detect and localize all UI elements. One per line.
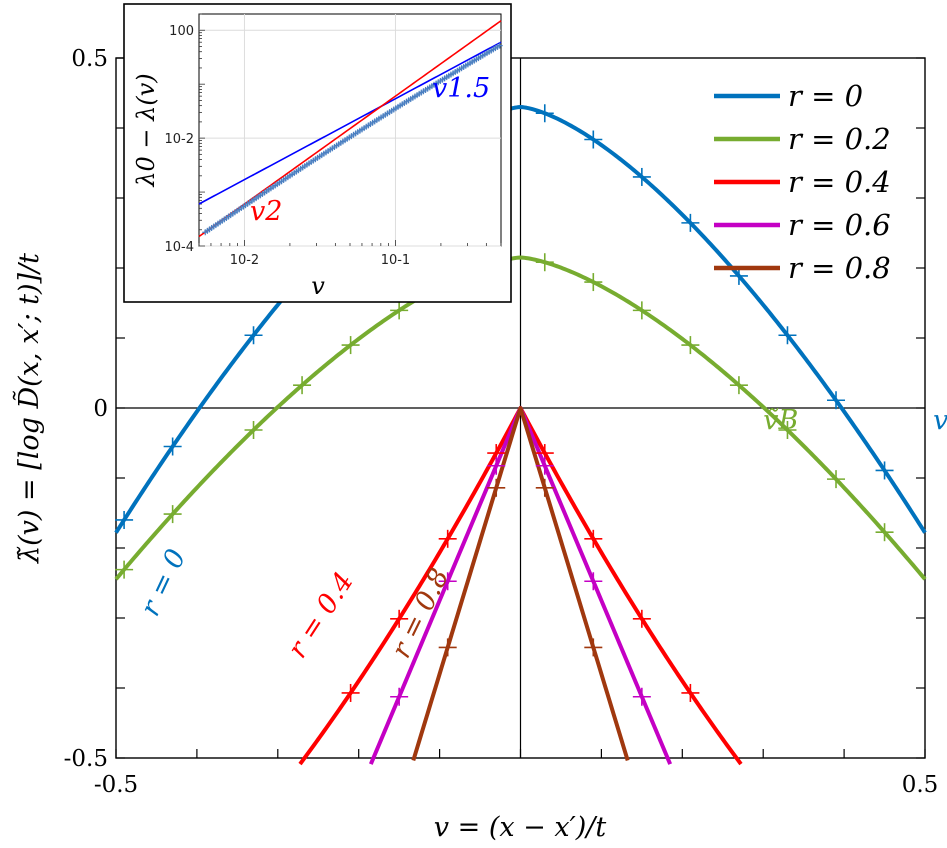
- inset-annotation-v15: v1.5: [432, 73, 490, 104]
- inset-x-axis-label: v: [311, 272, 325, 300]
- inset-chart: 10-2 10-1 100 10-2 10-4 v2 v1.5 v λ0 − λ(v): [123, 3, 512, 303]
- legend-label-0: r = 0: [788, 79, 863, 113]
- main-markers: [115, 104, 894, 706]
- inset-annotation-v2: v2: [250, 196, 282, 227]
- inset-line-v15: [198, 41, 502, 205]
- y-axis-label: λ̃(v) = [log D̃(x, x′; t)]/t: [12, 253, 45, 564]
- series-line-4: [411, 406, 630, 762]
- legend-label-3: r = 0.6: [788, 208, 891, 242]
- x-axis-label: v = (x − x′)/t: [434, 812, 607, 843]
- main-series: [114, 105, 927, 766]
- legend-label-2: r = 0.4: [788, 165, 891, 199]
- x-tick-label-right: 0.5: [902, 772, 939, 798]
- inset-y-tick-label-0: 100: [169, 24, 194, 39]
- inset-y-tick-label-2: 10-4: [164, 240, 194, 255]
- inset-x-tick-label-0: 10-2: [230, 253, 260, 268]
- inset-x-tick-label-1: 10-1: [381, 253, 411, 268]
- inset-plot-frame: [198, 13, 502, 247]
- y-tick-label-zero: 0: [93, 396, 108, 422]
- y-tick-label-top: 0.5: [71, 46, 108, 72]
- legend-label-4: r = 0.8: [788, 251, 891, 285]
- inset-series: v2 v1.5: [198, 20, 503, 238]
- annotation-0: r = 0: [135, 545, 193, 621]
- y-tick-label-bottom: -0.5: [64, 746, 108, 772]
- legend-label-1: r = 0.2: [788, 122, 891, 156]
- x-tick-label-left: -0.5: [94, 772, 138, 798]
- annotation-4: vB: [933, 405, 947, 436]
- inset-grid: 10-2 10-1 100 10-2 10-4: [164, 13, 502, 268]
- inset-y-axis-label: λ0 − λ(v): [132, 73, 160, 187]
- annotation-3: ṽB: [763, 405, 798, 436]
- legend: r = 0 r = 0.2 r = 0.4 r = 0.6 r = 0.8: [714, 79, 891, 285]
- inset-y-tick-label-1: 10-2: [164, 132, 194, 147]
- annotation-1: r = 0.4: [282, 567, 360, 664]
- series-line-1: [114, 255, 927, 581]
- series-line-0: [114, 105, 927, 534]
